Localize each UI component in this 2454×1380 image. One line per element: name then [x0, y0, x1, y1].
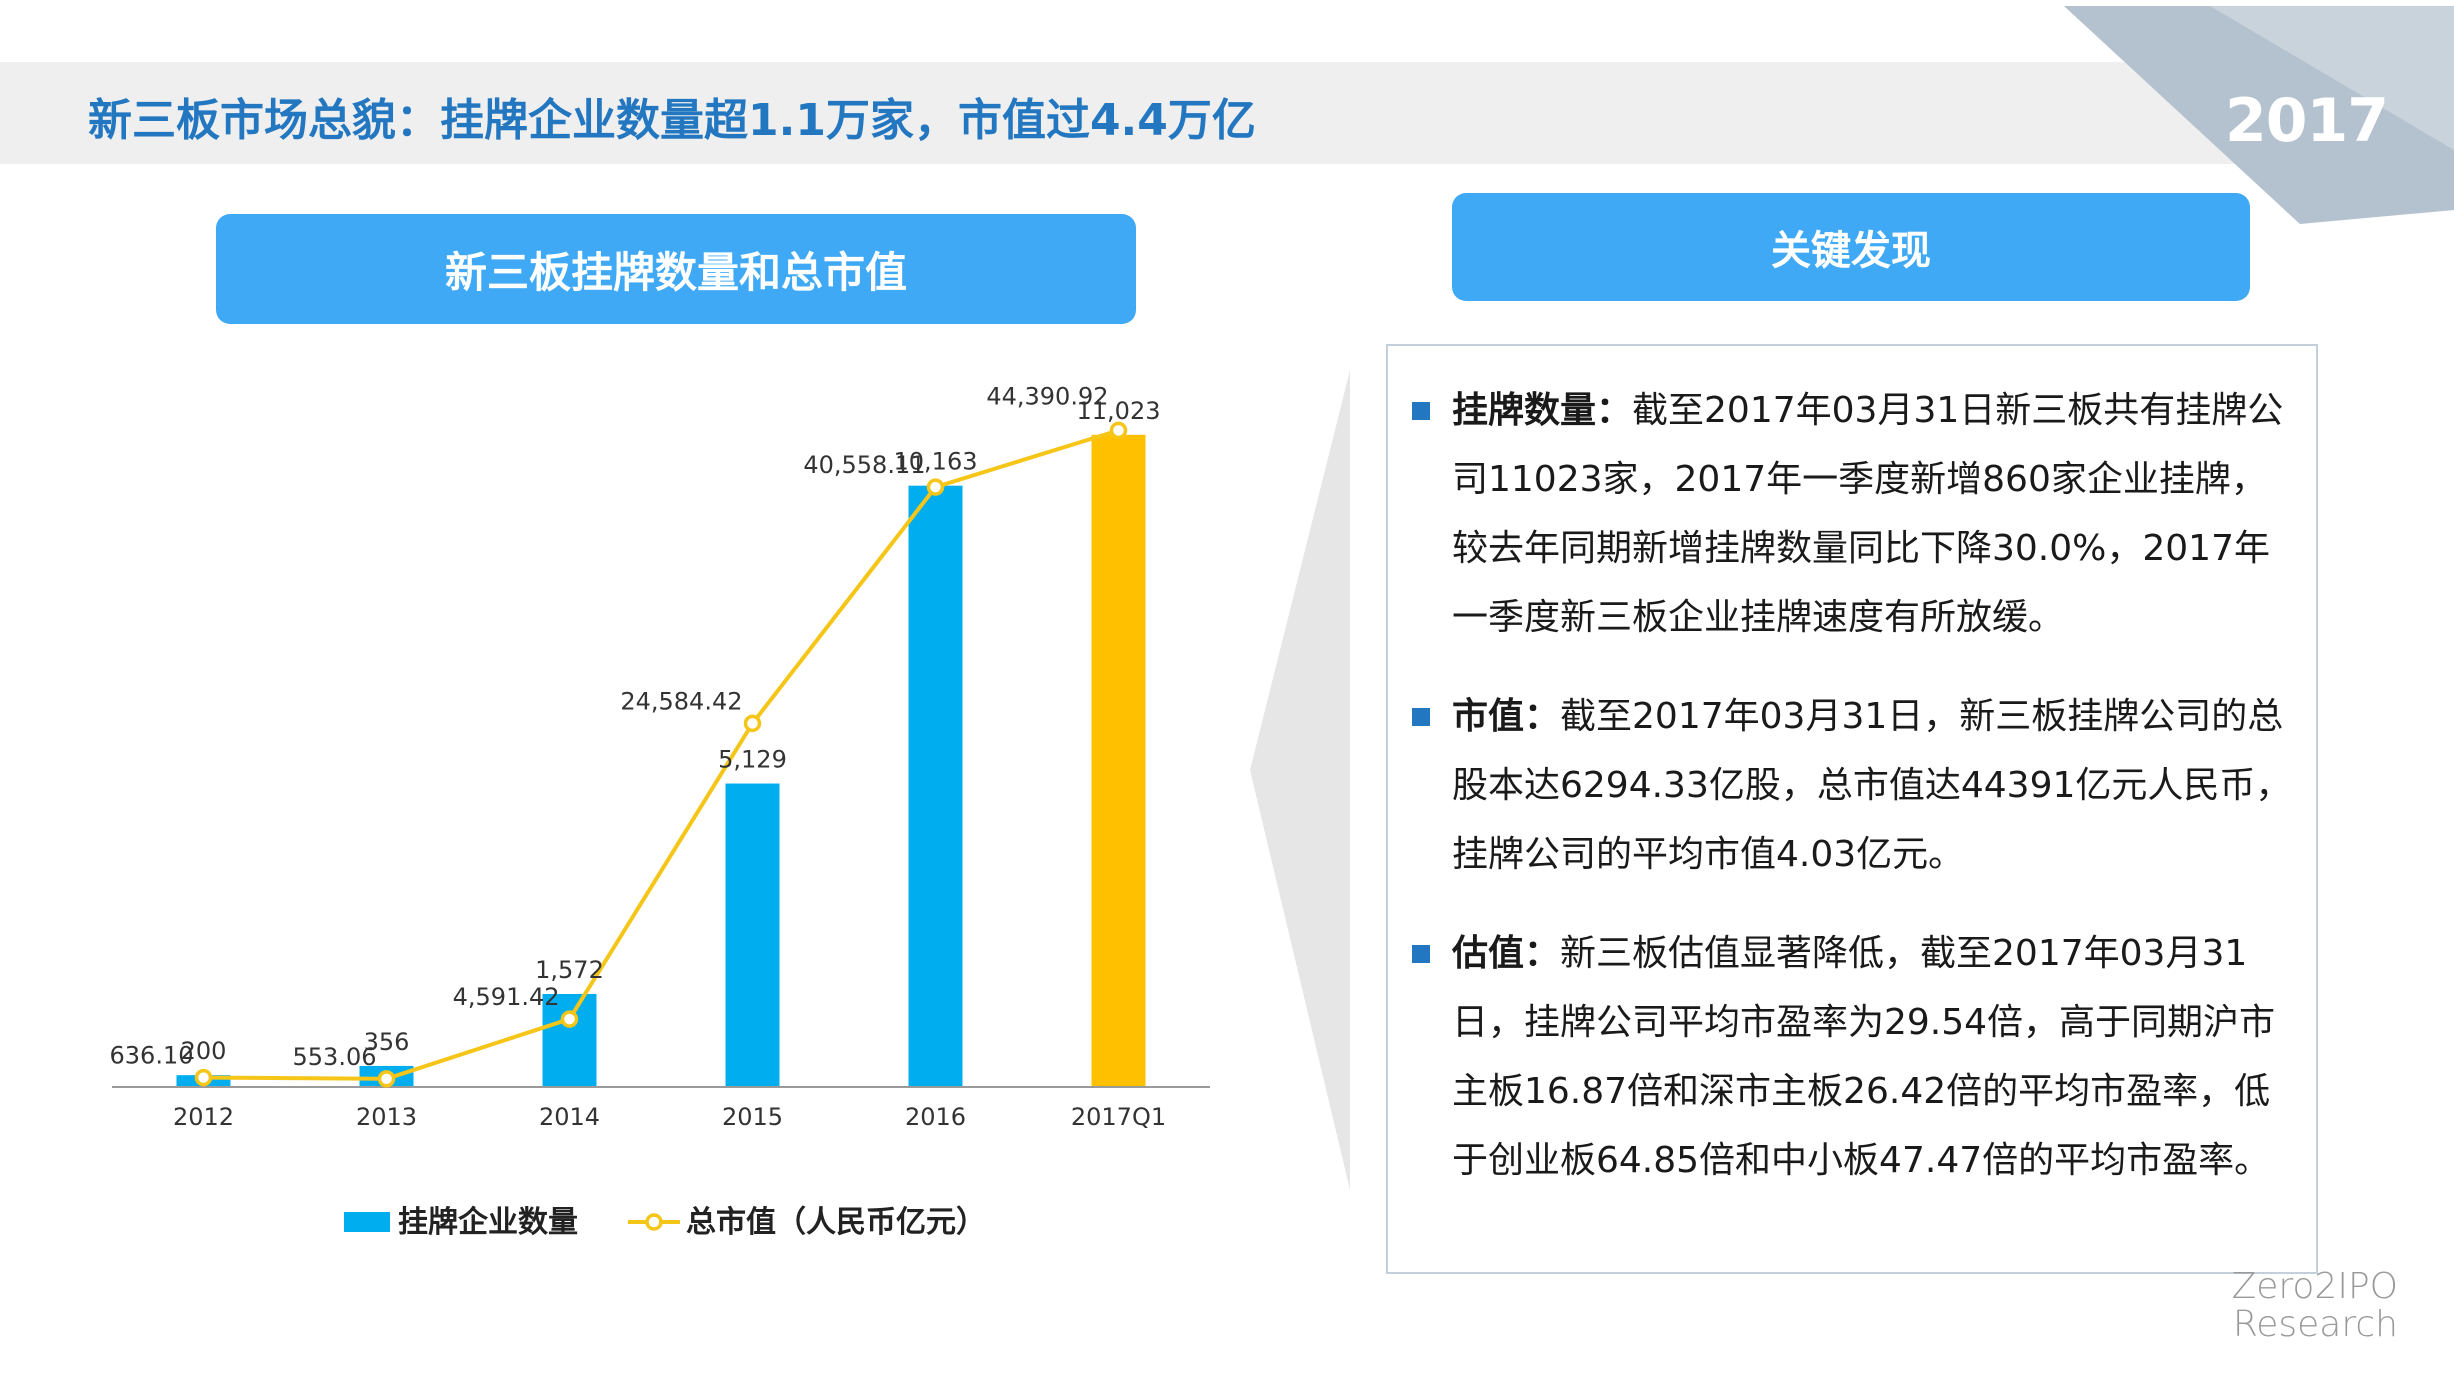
- bar-value-label: 1,572: [535, 956, 604, 984]
- legend-bar-swatch: [344, 1212, 390, 1232]
- finding-label: 挂牌数量：: [1452, 390, 1633, 431]
- line-point: [377, 1070, 396, 1088]
- line-point: [926, 478, 945, 496]
- bar-value-label: 200: [181, 1037, 227, 1065]
- line-value-label: 24,584.42: [620, 687, 742, 715]
- line-value-label: 636.10: [110, 1042, 194, 1070]
- finding-text: 新三板估值显著降低，截至2017年03月31日，挂牌公司平均市盈率为29.54倍…: [1452, 933, 2276, 1181]
- x-tick-label: 2017Q1: [1071, 1103, 1166, 1131]
- line-point: [743, 714, 762, 733]
- pointer-arrow-shape: [1250, 370, 1350, 1190]
- logo-line-1: Zero2IPO: [2231, 1266, 2398, 1307]
- legend-bar-label: 挂牌企业数量: [398, 1205, 578, 1240]
- bar: [1091, 434, 1146, 1087]
- line-point: [194, 1068, 213, 1087]
- legend-line-marker: [645, 1213, 663, 1231]
- line-value-label: 44,390.92: [986, 382, 1108, 410]
- page-title: 新三板市场总貌：挂牌企业数量超1.1万家，市值过4.4万亿: [88, 95, 1256, 146]
- zero2ipo-logo: Zero2IPO Research: [2222, 1268, 2398, 1344]
- finding-item: 估值：新三板估值显著降低，截至2017年03月31日，挂牌公司平均市盈率为29.…: [1412, 919, 2294, 1195]
- logo-line-2: Research: [2232, 1304, 2398, 1345]
- bar-value-label: 10,163: [894, 448, 978, 476]
- year-badge: 2017: [2225, 86, 2389, 156]
- x-tick-label: 2016: [905, 1103, 966, 1131]
- finding-label: 市值：: [1452, 696, 1561, 737]
- line-value-label: 40,558.11: [803, 451, 925, 479]
- finding-text: 截至2017年03月31日，新三板挂牌公司的总股本达6294.33亿股，总市值达…: [1452, 696, 2292, 875]
- finding-item: 市值：截至2017年03月31日，新三板挂牌公司的总股本达6294.33亿股，总…: [1412, 682, 2294, 889]
- legend-line-label: 总市值（人民币亿元）: [686, 1205, 986, 1240]
- finding-item: 挂牌数量：截至2017年03月31日新三板共有挂牌公司11023家，2017年一…: [1412, 376, 2294, 652]
- line-value-label: 553.06: [293, 1043, 377, 1071]
- line-point: [560, 1010, 579, 1028]
- x-tick-label: 2014: [539, 1103, 600, 1131]
- bar: [542, 993, 597, 1087]
- bar: [725, 783, 780, 1087]
- findings-box: 挂牌数量：截至2017年03月31日新三板共有挂牌公司11023家，2017年一…: [1386, 344, 2318, 1274]
- x-tick-label: 2012: [173, 1103, 234, 1131]
- bar: [908, 485, 963, 1087]
- finding-label: 估值：: [1452, 933, 1561, 974]
- line-point: [1109, 421, 1128, 440]
- line-value-label: 4,591.42: [453, 983, 560, 1011]
- bar-value-label: 356: [364, 1028, 410, 1056]
- bullet-square-icon: [1412, 945, 1430, 963]
- chart-section-header: 新三板挂牌数量和总市值: [216, 214, 1136, 324]
- x-tick-label: 2013: [356, 1103, 417, 1131]
- market-cap-line: [203, 428, 1120, 1081]
- bar-value-label: 5,129: [718, 746, 787, 774]
- finding-text: 截至2017年03月31日新三板共有挂牌公司11023家，2017年一季度新增8…: [1452, 390, 2284, 638]
- bullet-square-icon: [1412, 708, 1430, 726]
- bar-value-label: 11,023: [1077, 397, 1161, 425]
- x-tick-label: 2015: [722, 1103, 783, 1131]
- title-band: [0, 62, 2454, 164]
- bullet-square-icon: [1412, 402, 1430, 420]
- findings-section-header: 关键发现: [1452, 193, 2250, 301]
